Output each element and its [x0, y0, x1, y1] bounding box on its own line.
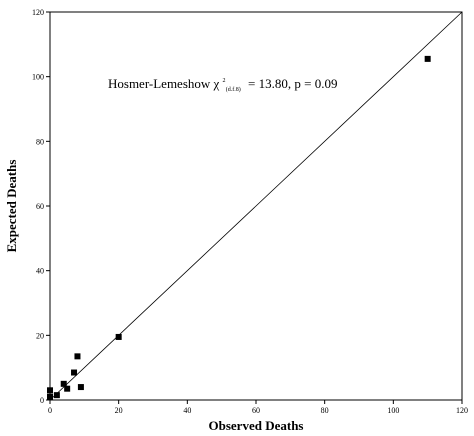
y-tick-label: 20: [36, 331, 44, 340]
y-tick-label: 120: [32, 8, 44, 17]
data-point: [77, 384, 84, 391]
y-tick-label: 80: [36, 137, 44, 146]
annotation-text: Hosmer-Lemeshow χ 2 (d.f.8) = 13.80, p =…: [108, 70, 337, 94]
data-point: [47, 393, 53, 400]
y-tick-label: 40: [36, 267, 44, 276]
data-point: [424, 55, 431, 62]
data-point: [64, 385, 71, 392]
y-tick-label: 100: [32, 73, 44, 82]
x-tick-label: 120: [456, 406, 468, 415]
annotation-prefix: Hosmer-Lemeshow χ: [108, 76, 220, 91]
y-tick-label: 0: [40, 396, 44, 405]
y-tick-label: 60: [36, 202, 44, 211]
x-tick-label: 20: [115, 406, 123, 415]
annotation-subscript: (d.f.8): [226, 86, 241, 93]
y-axis-title: Expected Deaths: [4, 160, 19, 253]
annotation-suffix: = 13.80, p = 0.09: [248, 76, 337, 91]
data-point: [60, 380, 67, 387]
data-points: [47, 55, 431, 400]
x-axis-title: Observed Deaths: [209, 418, 304, 433]
x-tick-label: 80: [321, 406, 329, 415]
data-point: [53, 392, 60, 399]
data-point: [71, 369, 78, 376]
data-point: [115, 333, 122, 340]
data-point: [74, 353, 81, 360]
x-tick-label: 100: [387, 406, 399, 415]
x-tick-label: 0: [48, 406, 52, 415]
x-tick-label: 60: [252, 406, 260, 415]
x-tick-label: 40: [183, 406, 191, 415]
data-point: [47, 387, 53, 394]
y-axis: 0 20 40 60 80 100 120: [32, 8, 50, 405]
annotation-superscript: 2: [223, 78, 226, 84]
x-axis: 0 20 40 60 80 100 120: [48, 400, 468, 415]
reference-line: [49, 11, 463, 401]
